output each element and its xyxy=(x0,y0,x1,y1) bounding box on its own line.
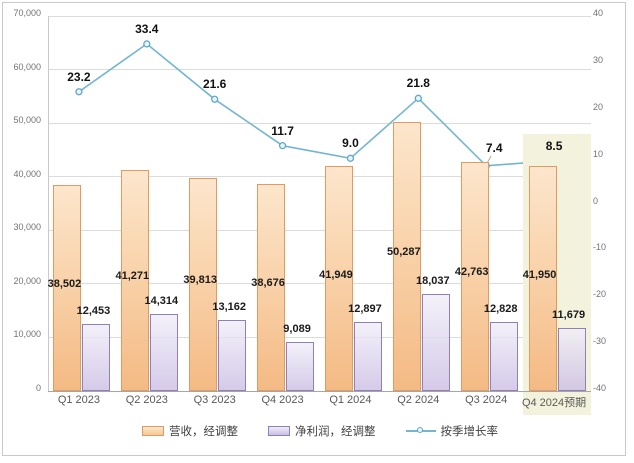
left-axis-tick-label: 50,000 xyxy=(13,115,41,126)
right-axis-tick-label: 30 xyxy=(593,54,604,65)
growth-value-label: 33.4 xyxy=(135,21,159,36)
profit-bar xyxy=(150,314,179,391)
revenue-bar-label: 39,813 xyxy=(183,274,218,287)
growth-value-label: 9.0 xyxy=(342,136,359,151)
x-axis-line xyxy=(48,391,591,392)
gridline xyxy=(48,122,591,124)
profit-bar xyxy=(557,328,586,391)
profit-bar-label: 12,828 xyxy=(483,303,518,316)
revenue-bar-label: 41,950 xyxy=(522,268,557,281)
right-axis-tick-label: -10 xyxy=(593,242,607,253)
legend-label: 营收，经调整 xyxy=(169,426,238,438)
chart-legend: 营收，经调整 净利润，经调整 按季增长率 xyxy=(40,422,600,440)
growth-value-label: 8.5 xyxy=(545,138,563,153)
legend-item: 营收，经调整 xyxy=(142,423,238,439)
gridline xyxy=(48,283,591,285)
revenue-bar-label: 50,287 xyxy=(386,246,421,259)
profit-bar xyxy=(353,321,382,391)
category-label: Q1 2023 xyxy=(57,394,101,406)
legend-swatch-profit xyxy=(268,426,290,436)
left-axis-tick-label: 40,000 xyxy=(13,168,41,179)
left-axis-tick-label: 10,000 xyxy=(13,329,41,340)
revenue-bar xyxy=(528,166,557,391)
right-axis-tick-label: 10 xyxy=(593,148,604,159)
gridline xyxy=(48,176,591,178)
right-axis-tick-label: -20 xyxy=(593,289,607,300)
gridline xyxy=(48,69,591,71)
revenue-bar-label: 41,949 xyxy=(319,268,353,281)
profit-bar-label: 12,453 xyxy=(76,305,111,318)
profit-bar-label: 12,897 xyxy=(348,302,382,315)
profit-bar xyxy=(82,324,111,391)
right-axis-tick-label: 40 xyxy=(593,8,604,18)
left-axis-tick-label: 20,000 xyxy=(13,275,41,286)
right-axis-tick-label: -40 xyxy=(593,383,607,393)
revenue-bar xyxy=(121,169,150,391)
category-label: Q3 2023 xyxy=(193,394,236,406)
revenue-bar xyxy=(460,161,489,391)
revenue-bar xyxy=(189,177,218,391)
gridline xyxy=(48,336,591,338)
growth-value-label: 21.6 xyxy=(203,77,227,92)
right-axis-tick-label: 20 xyxy=(593,101,604,112)
revenue-bar xyxy=(324,166,353,391)
revenue-bar-label: 38,502 xyxy=(47,277,82,290)
legend-swatch-growth-line xyxy=(405,426,436,436)
legend-item: 按季增长率 xyxy=(405,423,499,439)
y-axis-line xyxy=(48,16,49,391)
profit-bar-label: 13,162 xyxy=(212,301,247,314)
legend-swatch-revenue xyxy=(142,426,164,436)
profit-bar-label: 9,089 xyxy=(283,323,311,336)
profit-bar xyxy=(286,342,315,391)
category-label: Q2 2024 xyxy=(397,394,440,406)
growth-value-label: 11.7 xyxy=(271,123,294,138)
profit-bar xyxy=(489,322,518,391)
right-axis-tick-label: 0 xyxy=(593,195,599,206)
legend-item: 净利润，经调整 xyxy=(268,423,376,439)
category-label: Q2 2023 xyxy=(125,394,168,406)
revenue-bar-label: 42,763 xyxy=(454,266,489,279)
category-label: Q1 2024 xyxy=(329,394,372,406)
left-axis-tick-label: 70,000 xyxy=(13,8,41,18)
revenue-bar xyxy=(257,183,286,391)
growth-value-label: 23.2 xyxy=(67,69,91,84)
category-label: Q4 2023 xyxy=(261,394,304,406)
profit-bar-label: 11,679 xyxy=(552,309,586,322)
profit-bar-label: 14,314 xyxy=(144,295,179,308)
revenue-bar-label: 38,676 xyxy=(251,277,285,290)
left-axis-tick-label: 0 xyxy=(35,383,41,393)
revenue-bar-label: 41,271 xyxy=(115,270,150,283)
legend-label: 按季增长率 xyxy=(440,426,499,438)
gridline xyxy=(48,229,591,231)
profit-bar xyxy=(421,294,450,391)
gridline xyxy=(48,15,591,17)
legend-line-marker-icon xyxy=(416,427,423,433)
plot-area xyxy=(3,3,625,455)
left-axis-tick-label: 30,000 xyxy=(13,222,41,233)
right-axis-tick-label: -30 xyxy=(593,336,607,347)
growth-value-label: 21.8 xyxy=(406,76,430,91)
revenue-bar xyxy=(53,184,82,391)
growth-value-label: 7.4 xyxy=(485,140,503,155)
category-label: Q3 2024 xyxy=(465,394,508,406)
category-label: Q4 2024预期 xyxy=(521,397,587,409)
profit-bar xyxy=(218,320,247,391)
profit-bar-label: 18,037 xyxy=(415,275,450,288)
legend-label: 净利润，经调整 xyxy=(295,426,376,438)
left-axis-tick-label: 60,000 xyxy=(13,61,41,72)
